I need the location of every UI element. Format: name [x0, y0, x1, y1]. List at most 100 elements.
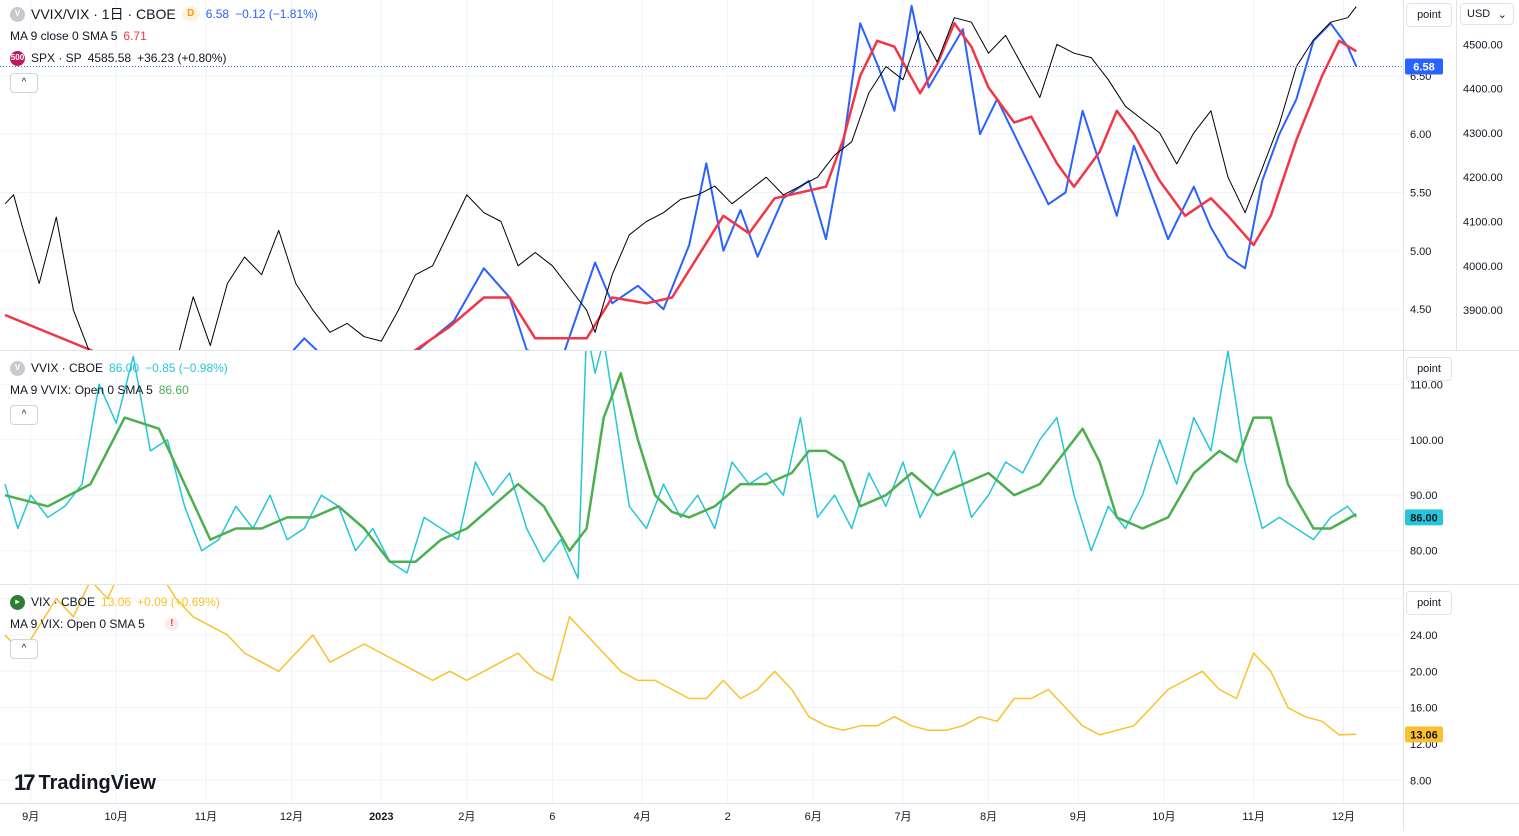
symbol-logo-icon: V — [10, 6, 25, 22]
ma-label[interactable]: MA 9 close 0 SMA 5 — [10, 29, 118, 43]
spx-logo-icon: 500 — [10, 50, 25, 66]
vvix-price-tick: 90.00 — [1410, 490, 1438, 502]
vix-price-tick: 8.00 — [1410, 775, 1431, 787]
spx-price-tick: 3900.00 — [1463, 305, 1503, 317]
collapse-vvix-legend-button[interactable]: ^ — [10, 405, 38, 425]
spx-value: 4585.58 — [87, 51, 132, 65]
time-tick-label: 8月 — [980, 811, 997, 823]
vvix-price-tick: 110.00 — [1410, 379, 1443, 391]
vix-ma-label[interactable]: MA 9 VIX: Open 0 SMA 5 — [10, 617, 145, 631]
collapse-vix-legend-button[interactable]: ^ — [10, 639, 38, 659]
spx-price-tick: 4200.00 — [1463, 172, 1503, 184]
vix-symbol-row: ▸ VIX · CBOE 13.06 +0.09 (+0.69%) — [10, 591, 220, 613]
left-price-tick: 5.00 — [1410, 246, 1431, 258]
currency-select[interactable]: USD ⌄ — [1460, 3, 1514, 25]
time-tick-label: 2 — [725, 811, 731, 823]
left-price-tick: 5.50 — [1410, 188, 1431, 200]
vix-change: +0.09 (+0.69%) — [137, 595, 220, 609]
symbol-title[interactable]: VVIX/VIX · 1日 · CBOE — [31, 6, 176, 22]
vvix-last: 86.00 — [109, 361, 140, 375]
vix-logo-icon: ▸ — [10, 594, 25, 610]
time-tick-label: 9月 — [22, 811, 39, 823]
tradingview-logo[interactable]: 17 TradingView — [14, 770, 156, 796]
vix-price-tag-bg — [1405, 726, 1443, 743]
vvix-ma-label[interactable]: MA 9 VVIX: Open 0 SMA 5 — [10, 383, 153, 397]
time-tick-label: 11月 — [195, 811, 217, 823]
vix-title[interactable]: VIX · CBOE — [31, 595, 96, 609]
time-tick-label: 10月 — [105, 811, 128, 823]
time-tick-label: 4月 — [634, 811, 651, 823]
time-tick-label: 2023 — [369, 811, 393, 823]
vvix-price-tick: 100.00 — [1410, 435, 1444, 447]
left-price-tick: 4.50 — [1410, 304, 1431, 316]
spx-row: 500 SPX · SP 4585.58 +36.23 (+0.80%) — [10, 47, 318, 69]
vix-ma-row: MA 9 VIX: Open 0 SMA 5 ! — [10, 613, 220, 635]
ratio_ma-series-line — [4, 22, 1357, 350]
vvix-ma-value: 86.60 — [158, 383, 189, 397]
ma-value: 6.71 — [123, 29, 147, 43]
vix-price-tick: 20.00 — [1410, 666, 1438, 678]
ma-row: MA 9 close 0 SMA 5 6.71 — [10, 25, 318, 47]
spx-price-tick: 4100.00 — [1463, 217, 1503, 229]
ratio-series-line — [292, 4, 1358, 350]
series-layer — [0, 4, 1403, 736]
vix-series-line — [4, 585, 1357, 736]
collapse-legend-button[interactable]: ^ — [10, 73, 38, 93]
scale-mode-button-vvix[interactable]: point — [1406, 357, 1452, 381]
time-tick-label: 12月 — [280, 811, 303, 823]
time-tick-label: 2月 — [458, 811, 475, 823]
vvix-series-line — [4, 351, 1357, 580]
time-tick-label: 6 — [549, 811, 555, 823]
spx-price-tick: 4000.00 — [1463, 261, 1503, 273]
warning-icon[interactable]: ! — [164, 617, 179, 631]
tradingview-logo-icon: 17 — [14, 770, 36, 795]
vvix-price-tick: 80.00 — [1410, 546, 1438, 558]
vvix_ma-series-line — [4, 371, 1357, 564]
vix-price-tick: 16.00 — [1410, 703, 1438, 715]
currency-label: USD — [1467, 8, 1491, 20]
symbol-row: V VVIX/VIX · 1日 · CBOE D 6.58 −0.12 (−1.… — [10, 3, 318, 25]
time-tick-label: 11月 — [1242, 811, 1264, 823]
interval-badge: D — [181, 7, 200, 21]
vvix-logo-icon: V — [10, 360, 25, 376]
chevron-down-icon: ⌄ — [1497, 8, 1507, 21]
vvix-legend: V VVIX · CBOE 86.00 −0.85 (−0.98%) MA 9 … — [10, 357, 228, 425]
scale-mode-button-main[interactable]: point — [1406, 3, 1452, 27]
last-price: 6.58 — [205, 7, 230, 21]
time-tick-label: 9月 — [1070, 811, 1087, 823]
chevron-up-icon: ^ — [21, 409, 27, 420]
spx-change: +36.23 (+0.80%) — [137, 51, 227, 65]
vix-price-tag: 13.06 — [1410, 729, 1438, 741]
spx-price-tick: 4400.00 — [1463, 84, 1503, 96]
ratio-price-tag: 6.58 — [1413, 62, 1434, 74]
spx-series-line — [4, 6, 1357, 350]
price-change: −0.12 (−1.81%) — [235, 7, 318, 21]
spx-label[interactable]: SPX · SP — [31, 51, 82, 65]
vix-legend: ▸ VIX · CBOE 13.06 +0.09 (+0.69%) MA 9 V… — [10, 591, 220, 659]
vvix-price-tag-bg — [1405, 509, 1443, 526]
vvix-ma-row: MA 9 VVIX: Open 0 SMA 5 86.60 — [10, 379, 228, 401]
vvix-change: −0.85 (−0.98%) — [145, 361, 228, 375]
tradingview-logo-text: TradingView — [38, 771, 156, 794]
time-tick-label: 12月 — [1332, 811, 1355, 823]
axis-layer: 9月 10月 11月 12月 2023 2月 6 4月 2 6月 7月 8月 9月 10月 11月 12月 4.… — [22, 39, 1503, 823]
main-legend: V VVIX/VIX · 1日 · CBOE D 6.58 −0.12 (−1.… — [10, 3, 318, 93]
spx-price-tick: 4500.00 — [1463, 39, 1503, 51]
time-tick-label: 7月 — [894, 811, 911, 823]
vvix-symbol-row: V VVIX · CBOE 86.00 −0.85 (−0.98%) — [10, 357, 228, 379]
time-tick-label: 10月 — [1152, 811, 1175, 823]
time-tick-label: 6月 — [805, 811, 822, 823]
chevron-up-icon: ^ — [21, 643, 27, 654]
ratio-price-tag-bg — [1405, 58, 1443, 75]
vix-last: 13.06 — [101, 595, 132, 609]
vix-price-tick: 24.00 — [1410, 630, 1438, 642]
scale-mode-button-vix[interactable]: point — [1406, 591, 1452, 615]
vvix-title[interactable]: VVIX · CBOE — [31, 361, 104, 375]
vvix-price-tag: 86.00 — [1410, 512, 1438, 524]
chevron-up-icon: ^ — [21, 77, 27, 88]
left-price-tick: 6.00 — [1410, 129, 1431, 141]
spx-price-tick: 4300.00 — [1463, 128, 1503, 140]
